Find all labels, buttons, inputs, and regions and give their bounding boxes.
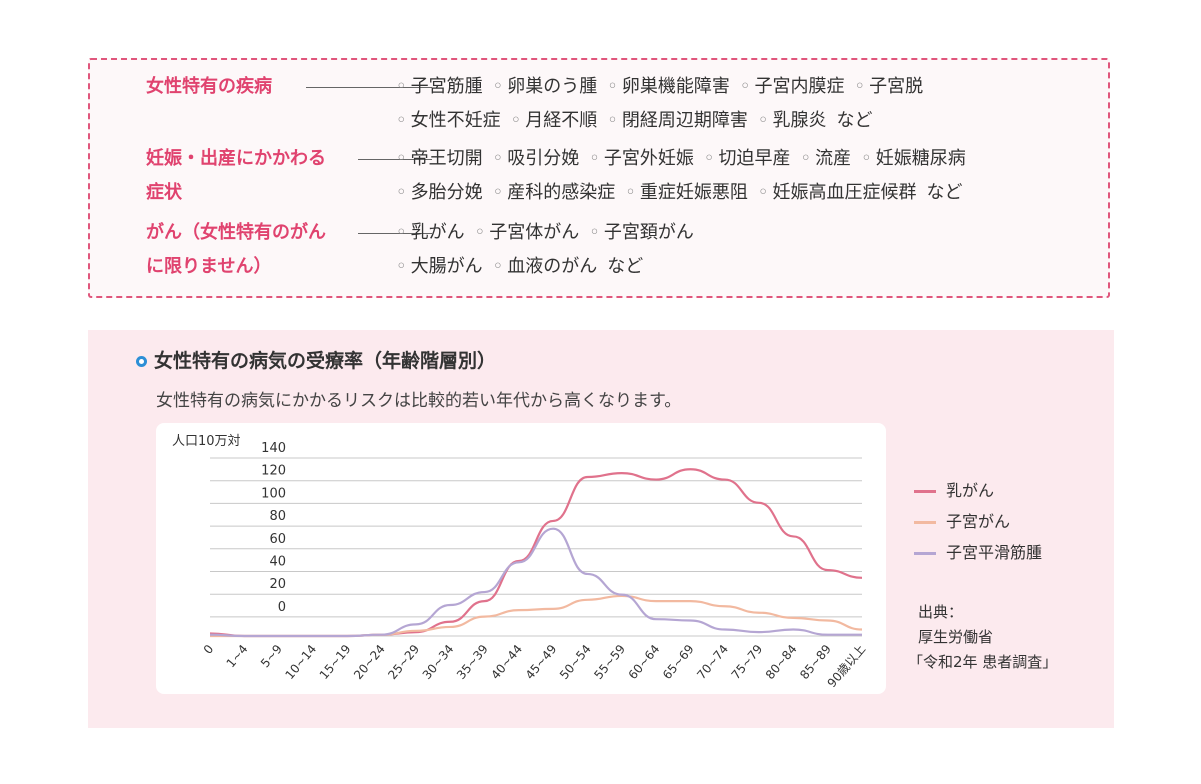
y-axis-label: 人口10万対 bbox=[172, 434, 241, 449]
x-tick-label: 30~34 bbox=[420, 642, 457, 682]
x-tick-label: 15~19 bbox=[317, 642, 354, 682]
line-chart: 140 120 100 80 60 40 20 0 人口10万対 0 1~4 5~910~1415~1… bbox=[172, 434, 868, 690]
disease-items: 乳がん子宮体がん子宮頚がん大腸がん血液のがんなど bbox=[396, 216, 1096, 284]
y-tick-label: 40 bbox=[269, 555, 286, 570]
disease-item: 子宮脱 bbox=[855, 76, 924, 97]
disease-category-line: 症状 bbox=[146, 182, 182, 203]
y-tick-label: 20 bbox=[269, 577, 286, 592]
disease-item: 血液のがん bbox=[493, 256, 598, 277]
disease-item: 卵巣のう腫 bbox=[493, 76, 598, 97]
legend-item: 子宮がん bbox=[914, 506, 1042, 537]
disease-item: 妊娠糖尿病 bbox=[861, 148, 966, 169]
legend-swatch bbox=[914, 490, 936, 493]
disease-item-line: 帝王切開吸引分娩子宮外妊娠切迫早産流産妊娠糖尿病 bbox=[396, 142, 1096, 176]
disease-suffix: など bbox=[926, 182, 963, 203]
disease-item: 卵巣機能障害 bbox=[607, 76, 730, 97]
disease-list-box: 女性特有の疾病子宮筋腫卵巣のう腫卵巣機能障害子宮内膜症子宮脱女性不妊症月経不順閉… bbox=[88, 58, 1110, 298]
x-tick-label: 5~9 bbox=[258, 642, 285, 670]
disease-item-line: 女性不妊症月経不順閉経周辺期障害乳腺炎など bbox=[396, 104, 1096, 138]
disease-item: 妊娠高血圧症候群 bbox=[758, 182, 917, 203]
disease-item-line: 大腸がん血液のがんなど bbox=[396, 250, 1096, 284]
x-tick-label: 35~39 bbox=[454, 642, 491, 682]
disease-category: 妊娠・出産にかかわる 症状 bbox=[146, 142, 432, 210]
source-note: 出典： 厚生労働省 「令和2年 患者調査」 bbox=[908, 600, 1057, 675]
series-line-0 bbox=[209, 468, 863, 638]
x-tick-label: 40~44 bbox=[488, 642, 525, 682]
panel-subtitle: 女性特有の病気にかかるリスクは比較的若い年代から高くなります。 bbox=[156, 391, 682, 411]
disease-category-line: 妊娠・出産にかかわる bbox=[146, 148, 326, 169]
disease-item: 大腸がん bbox=[396, 256, 483, 277]
x-tick-label: 20~24 bbox=[351, 642, 388, 682]
connector-line bbox=[358, 233, 432, 234]
disease-item: 閉経周辺期障害 bbox=[607, 110, 748, 131]
disease-item: 多胎分娩 bbox=[396, 182, 483, 203]
x-tick-label: 75~79 bbox=[729, 642, 766, 682]
disease-category: がん（女性特有のがん に限りません） bbox=[146, 216, 432, 284]
source-line: 出典： bbox=[918, 603, 964, 621]
disease-category-line: に限りません） bbox=[146, 256, 272, 277]
disease-item: 切迫早産 bbox=[704, 148, 791, 169]
legend-swatch bbox=[914, 552, 936, 555]
y-tick-label: 140 bbox=[261, 441, 286, 456]
x-tick-label: 0 bbox=[201, 642, 217, 657]
source-line: 「令和2年 患者調査」 bbox=[908, 653, 1058, 671]
x-tick-label: 55~59 bbox=[591, 642, 628, 682]
x-tick-label: 1~4 bbox=[224, 642, 251, 670]
legend-swatch bbox=[914, 521, 936, 524]
disease-item: 流産 bbox=[801, 148, 852, 169]
x-tick-label: 10~14 bbox=[282, 642, 319, 682]
bullet-icon bbox=[136, 356, 147, 367]
disease-items: 帝王切開吸引分娩子宮外妊娠切迫早産流産妊娠糖尿病多胎分娩産科的感染症重症妊娠悪阻… bbox=[396, 142, 1096, 210]
disease-item: 子宮体がん bbox=[475, 222, 580, 243]
legend-label: 乳がん bbox=[946, 481, 995, 500]
y-tick-label: 0 bbox=[278, 600, 286, 615]
x-tick-label: 60~64 bbox=[626, 642, 663, 682]
x-tick-label: 25~29 bbox=[385, 642, 422, 682]
legend-item: 子宮平滑筋腫 bbox=[914, 537, 1042, 568]
disease-item: 乳腺炎 bbox=[758, 110, 827, 131]
disease-item-line: 乳がん子宮体がん子宮頚がん bbox=[396, 216, 1096, 250]
legend-label: 子宮がん bbox=[946, 512, 1011, 531]
disease-suffix: など bbox=[607, 256, 644, 277]
chart-panel: 女性特有の病気の受療率（年齢階層別） 女性特有の病気にかかるリスクは比較的若い年… bbox=[88, 330, 1114, 728]
x-tick-label: 45~49 bbox=[523, 642, 560, 682]
connector-line bbox=[358, 159, 432, 160]
disease-item: 子宮筋腫 bbox=[396, 76, 483, 97]
series-line-1 bbox=[210, 594, 863, 638]
disease-item-line: 子宮筋腫卵巣のう腫卵巣機能障害子宮内膜症子宮脱 bbox=[396, 70, 1096, 104]
disease-item: 吸引分娩 bbox=[493, 148, 580, 169]
disease-item: 月経不順 bbox=[511, 110, 598, 131]
disease-item: 産科的感染症 bbox=[493, 182, 616, 203]
y-tick-label: 60 bbox=[269, 532, 286, 547]
legend: 乳がん子宮がん子宮平滑筋腫 bbox=[914, 475, 1042, 568]
disease-category-line: 女性特有の疾病 bbox=[146, 76, 272, 97]
chart-card: 140 120 100 80 60 40 20 0 人口10万対 0 1~4 5~9 10~14 15~1… bbox=[156, 423, 886, 694]
disease-items: 子宮筋腫卵巣のう腫卵巣機能障害子宮内膜症子宮脱女性不妊症月経不順閉経周辺期障害乳… bbox=[396, 70, 1096, 138]
x-tick-label: 65~69 bbox=[660, 642, 697, 682]
disease-suffix: など bbox=[836, 110, 873, 131]
connector-line bbox=[306, 87, 432, 88]
x-tick-label: 80~84 bbox=[763, 642, 800, 682]
source-line: 厚生労働省 bbox=[918, 628, 994, 646]
disease-item: 子宮頚がん bbox=[589, 222, 694, 243]
y-tick-label: 80 bbox=[269, 509, 286, 524]
y-tick-label: 120 bbox=[261, 464, 286, 479]
y-tick-label: 100 bbox=[261, 486, 286, 501]
x-tick-label: 70~74 bbox=[694, 642, 731, 682]
disease-item: 女性不妊症 bbox=[396, 110, 501, 131]
disease-category: 女性特有の疾病 bbox=[146, 70, 432, 104]
disease-item: 子宮外妊娠 bbox=[589, 148, 694, 169]
legend-item: 乳がん bbox=[914, 475, 1042, 506]
disease-item-line: 多胎分娩産科的感染症重症妊娠悪阻妊娠高血圧症候群など bbox=[396, 176, 1096, 210]
disease-item: 帝王切開 bbox=[396, 148, 483, 169]
disease-category-line: がん（女性特有のがん bbox=[146, 222, 326, 243]
series-line-2 bbox=[209, 527, 863, 638]
disease-item: 重症妊娠悪阻 bbox=[625, 182, 748, 203]
x-tick-label: 50~54 bbox=[557, 642, 594, 682]
legend-label: 子宮平滑筋腫 bbox=[946, 543, 1043, 562]
disease-item: 乳がん bbox=[396, 222, 465, 243]
panel-title: 女性特有の病気の受療率（年齢階層別） bbox=[154, 350, 497, 372]
disease-item: 子宮内膜症 bbox=[740, 76, 845, 97]
